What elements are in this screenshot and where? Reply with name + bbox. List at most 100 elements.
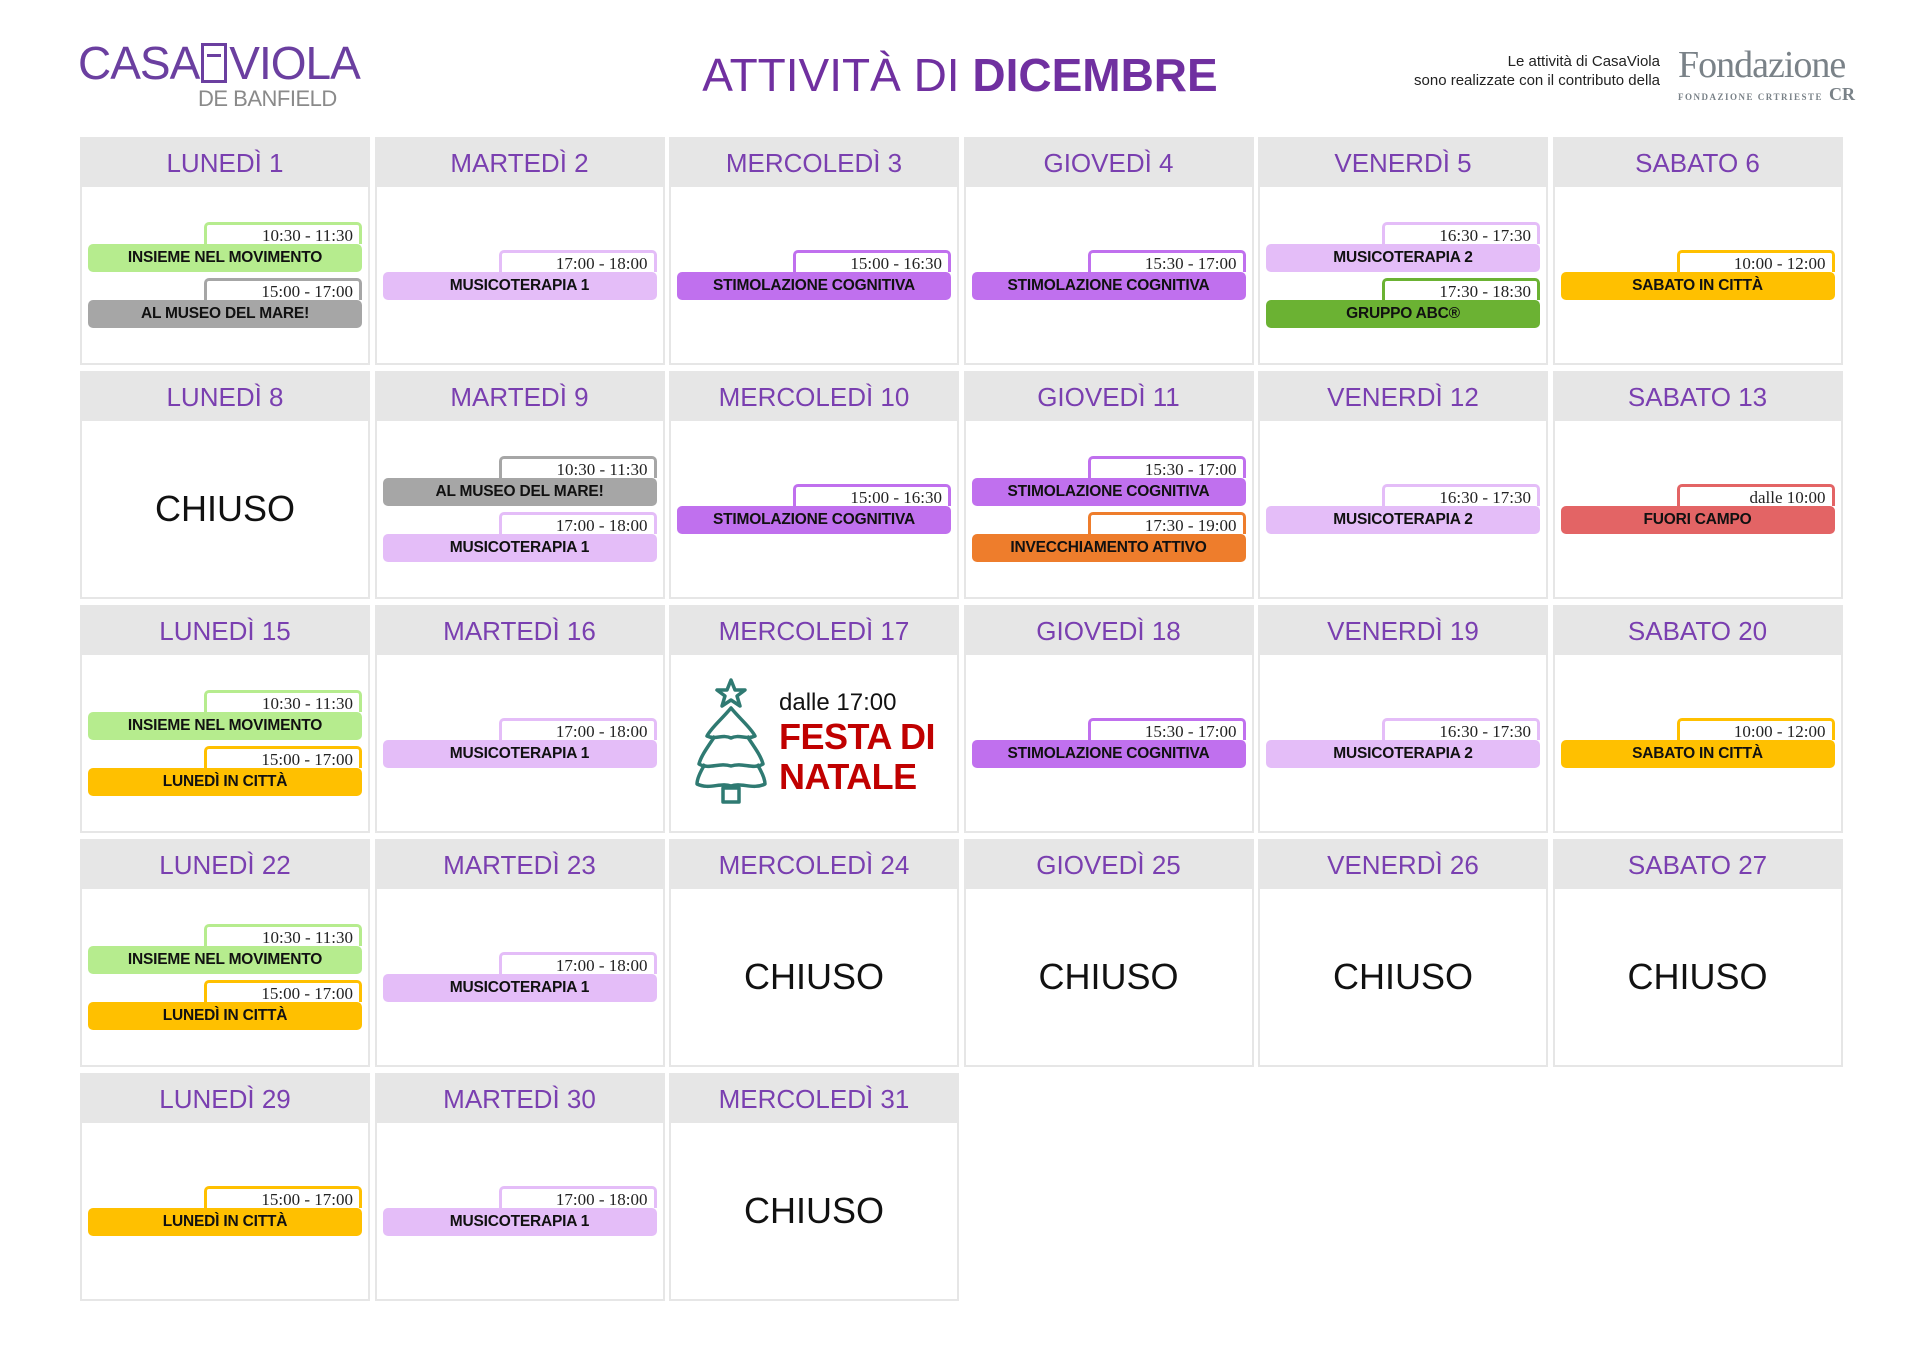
day-body: 16:30 - 17:30 MUSICOTERAPIA 2 [1260, 421, 1546, 597]
day-label: LUNEDÌ 15 [82, 607, 368, 655]
casaviola-logo: CASA VIOLA DE BANFIELD [78, 40, 378, 120]
day-body: 16:30 - 17:30 MUSICOTERAPIA 2 [1260, 655, 1546, 831]
day-cell: GIOVEDÌ 18 15:30 - 17:00 STIMOLAZIONE COGN… [963, 605, 1254, 833]
day-cell: VENERDÌ 5 16:30 - 17:30 MUSICOTERAPIA 2 17:… [1258, 137, 1548, 365]
day-label: MARTEDÌ 16 [376, 607, 663, 655]
logo-subtitle: DE BANFIELD [198, 86, 337, 111]
day-cell: SABATO 6 10:00 - 12:00 SABATO IN CITTÀ [1552, 137, 1843, 365]
event-name: MUSICOTERAPIA 1 [382, 974, 657, 1002]
cr-mark-icon: CR [1828, 84, 1855, 104]
day-label: VENERDÌ 26 [1260, 841, 1546, 889]
day-cell: MERCOLEDÌ 3 15:00 - 16:30 STIMOLAZIONE COG… [669, 137, 959, 365]
day-label: SABATO 20 [1554, 607, 1841, 655]
day-cell: MERCOLEDÌ 10 15:00 - 16:30 STIMOLAZIONE CO… [669, 371, 959, 599]
event-time: 17:30 - 19:00 [1087, 512, 1246, 535]
day-label: MARTEDÌ 30 [376, 1075, 663, 1123]
day-label: MERCOLEDÌ 24 [671, 841, 957, 889]
event: 15:30 - 17:00 STIMOLAZIONE COGNITIVA [971, 456, 1246, 506]
event-name: GRUPPO ABC® [1266, 300, 1540, 328]
event-time: 17:00 - 18:00 [498, 718, 657, 741]
event: 15:30 - 17:00 STIMOLAZIONE COGNITIVA [971, 718, 1246, 768]
special-event: dalle 17:00 FESTA DI NATALE [677, 676, 951, 811]
event-name: INVECCHIAMENTO ATTIVO [971, 534, 1246, 562]
event-time: 17:00 - 18:00 [498, 250, 657, 273]
day-body: 10:30 - 11:30 AL MUSEO DEL MARE! 17:00 - 1… [377, 421, 663, 597]
event-name: MUSICOTERAPIA 1 [382, 272, 657, 300]
day-label: SABATO 13 [1554, 373, 1841, 421]
event-time: 16:30 - 17:30 [1382, 222, 1540, 245]
event-name: LUNEDÌ IN CITTÀ [88, 1208, 362, 1236]
event-time: 15:00 - 17:00 [204, 1186, 362, 1209]
event-name: FUORI CAMPO [1560, 506, 1835, 534]
event: 15:00 - 17:00 LUNEDÌ IN CITTÀ [88, 1186, 362, 1236]
title-normal: ATTIVITÀ DI [702, 49, 973, 101]
fondazione-logo-subtitle: FONDAZIONE CRTRIESTE [1678, 92, 1823, 102]
day-body: 15:00 - 16:30 STIMOLAZIONE COGNITIVA [671, 421, 957, 597]
title-month: DICEMBRE [972, 49, 1218, 101]
special-event-text: dalle 17:00 FESTA DI NATALE [779, 689, 936, 797]
day-label: LUNEDÌ 8 [82, 373, 368, 421]
day-cell: VENERDÌ 26 CHIUSO [1258, 839, 1548, 1067]
event-time: 10:00 - 12:00 [1676, 250, 1835, 273]
event-time: dalle 10:00 [1676, 484, 1835, 507]
day-body: 10:00 - 12:00 SABATO IN CITTÀ [1555, 187, 1841, 363]
event-time: 15:30 - 17:00 [1087, 718, 1246, 741]
day-body: 17:00 - 18:00 MUSICOTERAPIA 1 [377, 187, 663, 363]
closed-label: CHIUSO [743, 956, 884, 997]
day-body: CHIUSO [1260, 889, 1546, 1065]
day-body: 16:30 - 17:30 MUSICOTERAPIA 2 17:30 - 18:3… [1260, 187, 1546, 363]
day-cell: SABATO 20 10:00 - 12:00 SABATO IN CITTÀ [1552, 605, 1843, 833]
day-body: CHIUSO [1555, 889, 1841, 1065]
day-label: MERCOLEDÌ 10 [671, 373, 957, 421]
day-body: 15:00 - 17:00 LUNEDÌ IN CITTÀ [82, 1123, 368, 1299]
day-label: GIOVEDÌ 4 [965, 139, 1252, 187]
day-body: 10:00 - 12:00 SABATO IN CITTÀ [1555, 655, 1841, 831]
event: 17:00 - 18:00 MUSICOTERAPIA 1 [382, 718, 657, 768]
event-name: MUSICOTERAPIA 2 [1266, 506, 1540, 534]
day-body: 17:00 - 18:00 MUSICOTERAPIA 1 [377, 889, 663, 1065]
day-cell: VENERDÌ 12 16:30 - 17:30 MUSICOTERAPIA 2 [1258, 371, 1548, 599]
event: 10:30 - 11:30 INSIEME NEL MOVIMENTO [88, 690, 362, 740]
event-name: MUSICOTERAPIA 2 [1266, 244, 1540, 272]
special-event-name: NATALE [779, 756, 917, 797]
event-name: STIMOLAZIONE COGNITIVA [971, 478, 1246, 506]
event: 10:00 - 12:00 SABATO IN CITTÀ [1560, 250, 1835, 300]
day-cell: LUNEDÌ 1 10:30 - 11:30 INSIEME NEL MOVIMEN… [80, 137, 370, 365]
event: 16:30 - 17:30 MUSICOTERAPIA 2 [1266, 484, 1540, 534]
day-body: 15:00 - 16:30 STIMOLAZIONE COGNITIVA [671, 187, 957, 363]
event-name: SABATO IN CITTÀ [1560, 740, 1835, 768]
event-time: 10:00 - 12:00 [1676, 718, 1835, 741]
event-time: 17:00 - 18:00 [498, 1186, 657, 1209]
event: 10:30 - 11:30 AL MUSEO DEL MARE! [382, 456, 657, 506]
special-event-time: dalle 17:00 [779, 689, 897, 716]
event-name: INSIEME NEL MOVIMENTO [88, 712, 362, 740]
day-body: CHIUSO [82, 421, 368, 597]
day-label: MARTEDÌ 23 [376, 841, 663, 889]
day-label: GIOVEDÌ 18 [965, 607, 1252, 655]
day-body: CHIUSO [671, 889, 957, 1065]
sponsor-line-2: sono realizzate con il contributo della [1414, 72, 1660, 89]
closed-label: CHIUSO [1627, 956, 1768, 997]
event-time: 15:30 - 17:00 [1087, 456, 1246, 479]
event-name: STIMOLAZIONE COGNITIVA [677, 272, 951, 300]
event-time: 15:00 - 17:00 [204, 980, 362, 1003]
fondazione-logo: Fondazione FONDAZIONE CRTRIESTE CR [1678, 46, 1855, 105]
event: 15:00 - 17:00 LUNEDÌ IN CITTÀ [88, 980, 362, 1030]
event: 16:30 - 17:30 MUSICOTERAPIA 2 [1266, 222, 1540, 272]
event-name: MUSICOTERAPIA 1 [382, 740, 657, 768]
event: 10:30 - 11:30 INSIEME NEL MOVIMENTO [88, 222, 362, 272]
sponsor-line-1: Le attività di CasaViola [1507, 53, 1660, 70]
day-cell: GIOVEDÌ 11 15:30 - 17:00 STIMOLAZIONE COGN… [963, 371, 1254, 599]
day-cell: LUNEDÌ 8 CHIUSO [80, 371, 370, 599]
house-icon [201, 43, 228, 83]
day-label: VENERDÌ 5 [1260, 139, 1546, 187]
day-label: SABATO 27 [1554, 841, 1841, 889]
day-body: CHIUSO [966, 889, 1252, 1065]
day-label: MERCOLEDÌ 31 [671, 1075, 957, 1123]
day-label: SABATO 6 [1554, 139, 1841, 187]
event: 17:00 - 18:00 MUSICOTERAPIA 1 [382, 952, 657, 1002]
closed-label: CHIUSO [1332, 956, 1473, 997]
closed-label: CHIUSO [743, 1190, 884, 1231]
day-body: CHIUSO [671, 1123, 957, 1299]
day-cell: MARTEDÌ 30 17:00 - 18:00 MUSICOTERAPIA 1 [374, 1073, 665, 1301]
